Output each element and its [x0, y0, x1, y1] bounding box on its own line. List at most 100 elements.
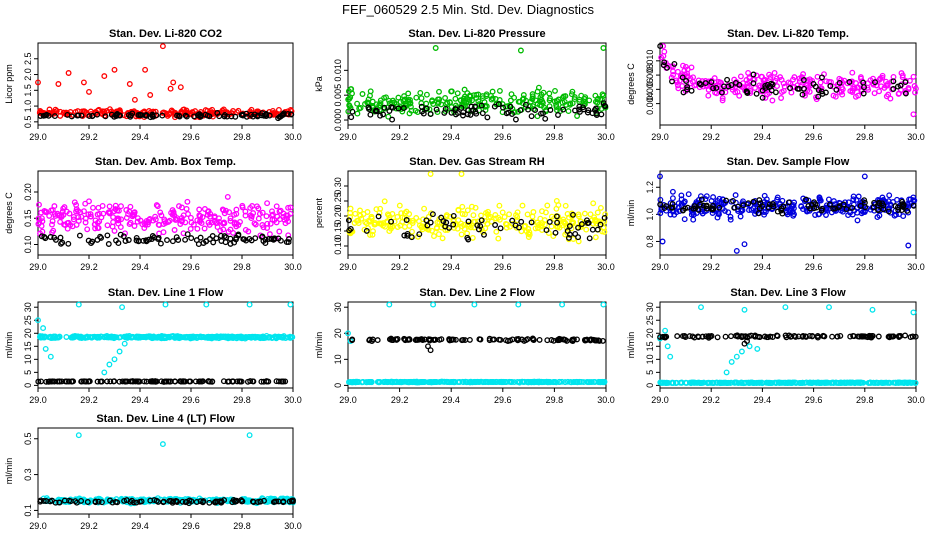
data-point — [836, 79, 843, 86]
data-point — [738, 348, 745, 355]
data-point — [657, 173, 663, 180]
data-point — [250, 499, 257, 505]
data-point — [430, 301, 437, 308]
data-point — [282, 220, 289, 227]
data-point — [774, 208, 781, 215]
data-point — [709, 379, 716, 386]
data-point — [115, 240, 122, 247]
data-point — [121, 340, 128, 347]
data-point — [790, 202, 797, 209]
data-point — [740, 333, 747, 340]
data-point — [388, 379, 395, 385]
data-point — [569, 100, 576, 107]
data-point — [83, 334, 90, 341]
data-point — [70, 213, 77, 220]
data-point — [439, 235, 446, 242]
y-tick-label: 0.10 — [23, 236, 33, 254]
data-point — [525, 225, 532, 232]
data-point — [181, 106, 187, 113]
data-point — [799, 333, 806, 340]
data-point — [745, 84, 752, 91]
data-point — [509, 217, 516, 224]
data-point — [147, 114, 154, 121]
data-point — [876, 76, 883, 83]
x-tick-label: 29.2 — [702, 262, 720, 272]
data-point — [54, 210, 61, 217]
data-point — [576, 103, 583, 110]
x-tick-label: 29.4 — [131, 395, 149, 405]
data-point — [669, 195, 676, 202]
data-point — [509, 379, 515, 385]
data-point — [121, 497, 128, 504]
data-point — [808, 201, 815, 208]
data-point — [170, 79, 177, 86]
data-point — [742, 333, 749, 340]
data-point — [849, 87, 856, 94]
data-point — [716, 204, 723, 211]
data-point — [389, 97, 396, 104]
data-point — [123, 207, 130, 213]
data-point — [600, 301, 607, 308]
data-point — [772, 77, 779, 84]
data-point — [574, 378, 581, 385]
x-tick-label: 30.0 — [597, 262, 615, 272]
data-point — [438, 101, 445, 108]
data-point — [452, 111, 459, 118]
data-point — [197, 113, 204, 120]
data-point — [225, 228, 232, 235]
data-point — [240, 112, 246, 119]
data-point — [180, 378, 187, 385]
data-point — [769, 97, 776, 104]
data-point — [267, 220, 274, 227]
y-tick-label: 1.5 — [23, 84, 33, 97]
data-point — [826, 304, 832, 311]
x-tick-label: 29.2 — [391, 132, 409, 142]
y-axis-label: degrees C — [626, 63, 636, 105]
data-point — [546, 90, 553, 97]
data-point — [203, 238, 210, 245]
y-tick-label: 0.20 — [333, 207, 343, 225]
data-point — [696, 379, 703, 386]
data-point — [434, 109, 441, 116]
data-point — [854, 84, 861, 91]
data-point — [147, 333, 154, 340]
data-point — [203, 301, 210, 308]
data-point — [880, 206, 887, 213]
data-point — [459, 211, 466, 217]
data-point — [893, 211, 899, 218]
data-point — [257, 498, 264, 505]
data-point — [111, 66, 118, 73]
data-point — [830, 198, 837, 205]
y-axis-label: ml/min — [4, 332, 14, 359]
data-point — [722, 89, 729, 96]
data-point — [35, 215, 42, 222]
data-point — [159, 112, 166, 119]
data-point — [365, 225, 371, 232]
data-point — [661, 333, 668, 340]
x-tick-label: 29.4 — [442, 262, 460, 272]
data-point — [838, 88, 845, 95]
data-point — [690, 205, 697, 212]
data-point — [875, 333, 882, 340]
data-point — [671, 60, 678, 67]
data-point — [237, 378, 244, 385]
data-point — [410, 217, 417, 224]
data-point — [762, 76, 769, 83]
data-point — [248, 215, 255, 222]
data-point — [709, 206, 715, 213]
data-point — [803, 196, 810, 203]
data-point — [492, 222, 499, 228]
data-point — [810, 80, 817, 87]
data-point — [594, 226, 601, 233]
x-tick-label: 29.8 — [233, 395, 251, 405]
data-point — [157, 209, 164, 216]
data-point — [66, 210, 73, 217]
data-point — [442, 223, 449, 230]
data-point — [433, 379, 440, 386]
data-point — [705, 333, 712, 340]
data-point — [111, 335, 117, 342]
data-point — [80, 378, 87, 385]
data-point — [345, 330, 351, 337]
data-point — [487, 213, 494, 220]
data-point — [515, 301, 522, 308]
